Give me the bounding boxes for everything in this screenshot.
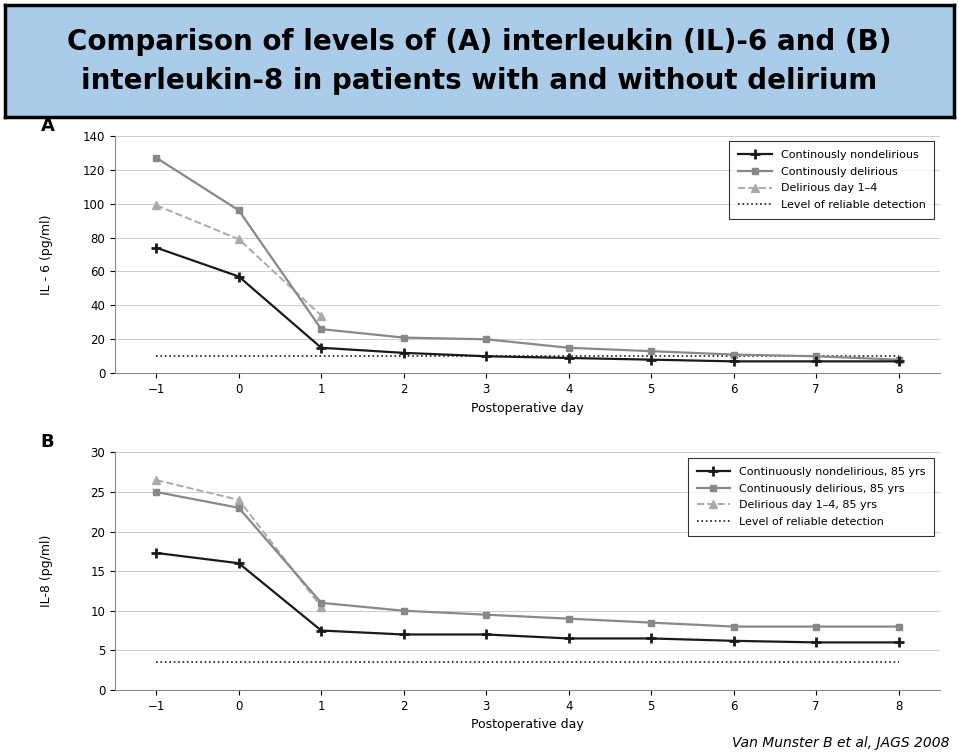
X-axis label: Postoperative day: Postoperative day xyxy=(471,719,584,731)
Y-axis label: IL - 6 (pg/ml): IL - 6 (pg/ml) xyxy=(40,214,54,295)
Text: A: A xyxy=(41,117,55,135)
Legend: Continuously nondelirious, 85 yrs, Continuously delirious, 85 yrs, Delirious day: Continuously nondelirious, 85 yrs, Conti… xyxy=(688,458,934,536)
Legend: Continously nondelirious, Continously delirious, Delirious day 1–4, Level of rel: Continously nondelirious, Continously de… xyxy=(730,141,934,219)
X-axis label: Postoperative day: Postoperative day xyxy=(471,402,584,415)
Text: B: B xyxy=(41,434,55,452)
Text: Comparison of levels of (A) interleukin (IL)-6 and (B)
interleukin-8 in patients: Comparison of levels of (A) interleukin … xyxy=(67,28,892,94)
Text: Van Munster B et al, JAGS 2008: Van Munster B et al, JAGS 2008 xyxy=(732,736,949,750)
Y-axis label: IL-8 (pg/ml): IL-8 (pg/ml) xyxy=(40,535,54,607)
